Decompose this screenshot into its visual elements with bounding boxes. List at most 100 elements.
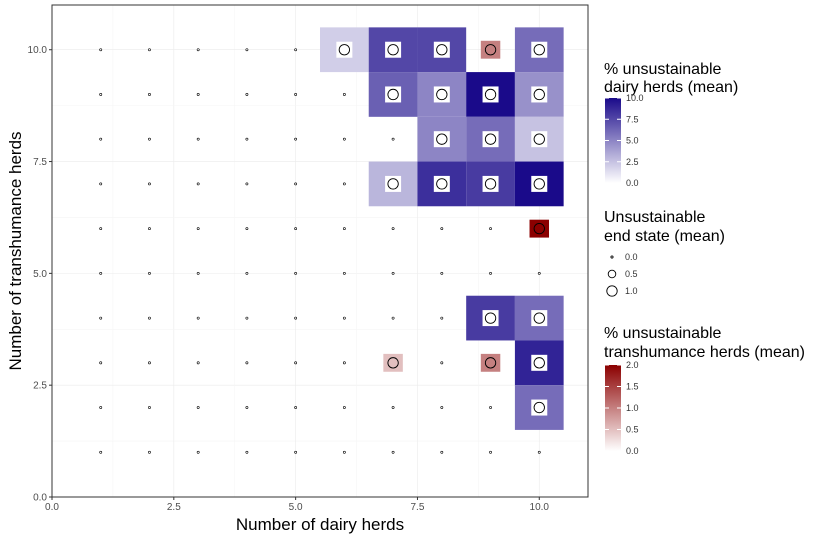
point-dot [99,93,103,96]
point-backdrop [531,354,548,371]
point-dot [245,227,249,231]
legend-dairy-title-line2: dairy herds (mean) [604,79,738,96]
x-tick-label: 7.5 [411,502,425,513]
point-backdrop [385,175,402,192]
legend-transhumance-title-line1: % unsustainable [604,325,722,342]
point-backdrop [531,41,548,58]
axes: 0.0 2.5 5.0 7.5 10.0 0.0 2.5 5.0 7.5 10.0 [28,45,550,513]
point-dot [294,316,298,320]
point-dot [196,182,200,186]
size-key [607,269,617,279]
point-dot [196,450,200,454]
point-backdrop [336,41,353,58]
point-ring [436,88,448,101]
point-backdrop [482,310,499,327]
legend-dairy: % unsustainable dairy herds (mean) 10.0 7… [604,61,738,188]
y-tick-label: 2.5 [33,381,47,392]
point-ring [484,133,497,145]
point-dot [342,316,346,320]
colorbar-label: 5.0 [626,136,639,146]
point-ring [436,44,448,56]
point-backdrop [433,175,450,192]
point-dot [440,227,444,231]
tile-transhumance [383,353,403,372]
point-dot [148,406,151,409]
x-tick-label: 10.0 [530,502,550,513]
point-backdrop [385,86,402,103]
point-ring [484,357,497,369]
point-backdrop [531,310,548,327]
point-ring [338,44,351,56]
point-dot [294,182,298,186]
colorbar-label: 2.0 [626,360,639,370]
point-dot [391,137,395,141]
tile-transhumance [480,40,501,59]
point-backdrop [482,86,499,103]
point-ring [533,133,545,145]
point-dot [391,271,395,275]
point-dot [440,406,444,409]
point-dot [245,450,249,454]
point-dot [148,182,151,186]
point-dot [148,271,151,275]
point-ring [484,44,497,56]
point-dot [99,48,103,52]
point-ring [533,357,545,369]
y-tick-label: 5.0 [33,269,47,280]
point-dot [196,316,200,320]
point-dot [294,361,298,365]
point-ring [436,178,448,190]
point-backdrop [433,41,450,58]
point-ring [533,312,545,324]
legend-size-title-line1: Unsustainable [604,209,706,226]
point-dot [391,406,395,409]
point-dot [148,316,151,320]
point-dot [391,450,395,454]
legend-transhumance: % unsustainable transhumance herds (mean… [604,325,805,456]
point-dot [440,450,444,454]
point-dot [391,316,395,320]
point-dot [196,48,200,52]
point-dot [489,271,492,275]
legend-size: Unsustainable end state (mean) 0.0 0.5 1.0 [604,209,725,297]
point-dot [99,361,103,365]
point-dot [148,450,151,454]
point-dot [245,137,249,141]
point-dot [294,271,298,275]
x-axis-title: Number of dairy herds [236,515,404,534]
point-dot [294,406,298,409]
point-dot [99,316,103,320]
y-axis-title: Number of transhumance herds [6,131,25,370]
point-dot [245,93,249,96]
size-label: 1.0 [625,286,638,296]
point-ring [387,88,399,101]
point-ring [436,133,448,145]
colorbar-label: 10.0 [626,93,644,103]
x-tick-label: 2.5 [167,502,181,513]
colorbar-label: 1.0 [626,403,639,413]
point-dot [294,137,298,141]
tile-transhumance [480,353,501,372]
legend-size-title-line2: end state (mean) [604,228,725,245]
point-dot [148,137,151,141]
point-dot [99,450,103,454]
point-ring [387,357,399,369]
point-dot [537,271,541,275]
point-ring [387,44,399,56]
size-label: 0.0 [625,252,638,262]
point-dot [294,450,298,454]
colorbar-label: 7.5 [626,114,639,124]
point-dot [342,93,346,96]
point-dot [537,450,541,454]
point-backdrop [531,131,548,148]
point-dot [342,227,346,231]
point-dot [99,406,103,409]
point-ring [533,178,545,190]
point-dot [440,271,444,275]
panel-border [51,4,589,498]
point-dot [245,361,249,365]
colorbar-label: 2.5 [626,157,639,167]
point-ring [533,222,545,235]
point-dot [342,450,346,454]
point-dot [391,227,395,231]
